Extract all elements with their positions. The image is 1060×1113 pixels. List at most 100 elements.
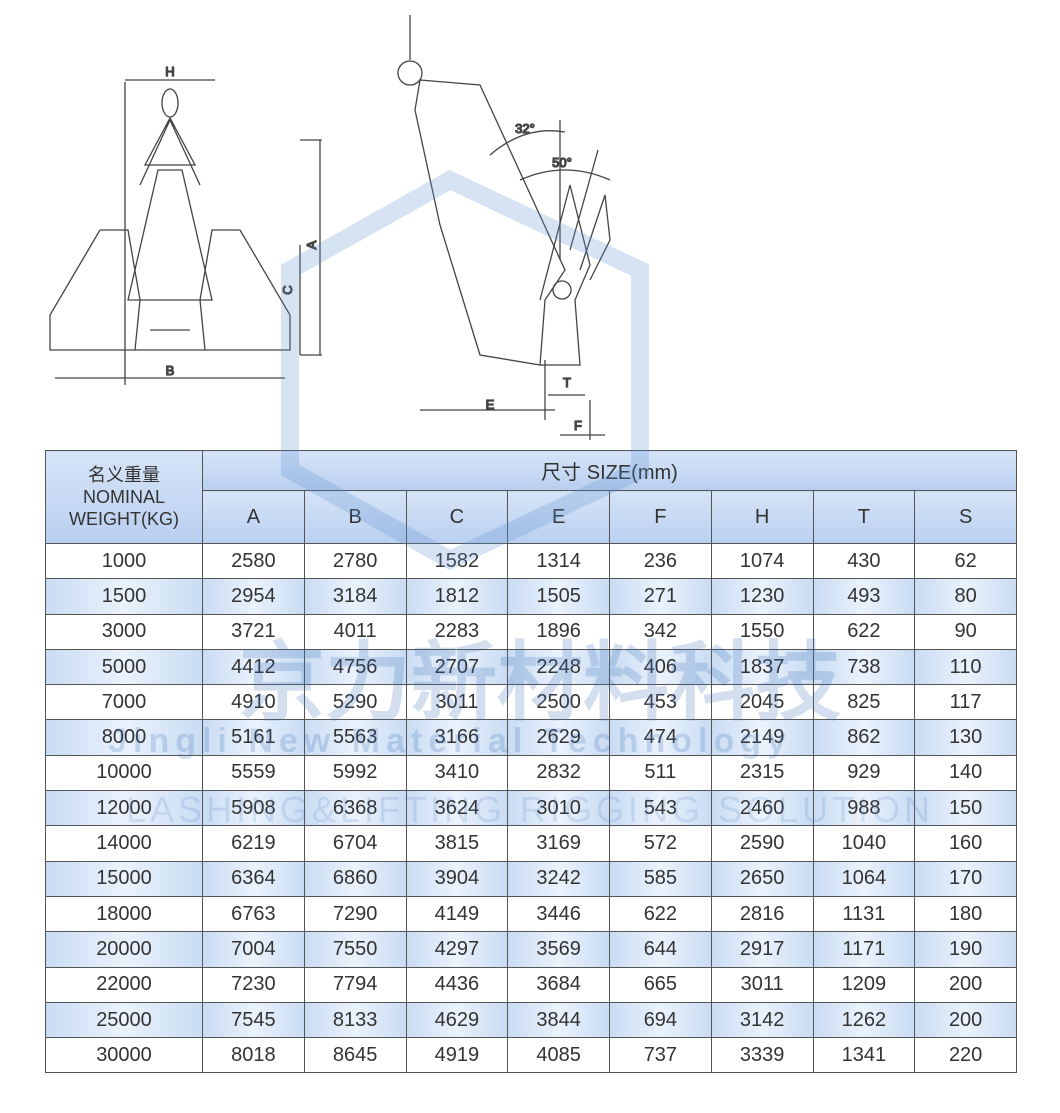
size-cell: 694 bbox=[609, 1001, 712, 1039]
size-cell: 5563 bbox=[303, 719, 407, 756]
table-body: 1000 2580 2780 1582 1314 236 1074 430 62 1500 2954… bbox=[45, 542, 1017, 1074]
table-row: 12000 5908 6368 3624 3010 543 2460 988 150 bbox=[45, 790, 1017, 827]
size-cell: 3815 bbox=[405, 825, 509, 862]
size-cell: 2580 bbox=[202, 542, 305, 580]
size-cell: 1896 bbox=[507, 613, 610, 650]
angle-label: 50° bbox=[552, 155, 572, 170]
size-cell: 150 bbox=[914, 790, 1017, 827]
size-cell: 4149 bbox=[405, 895, 509, 933]
size-cell: 4756 bbox=[303, 648, 407, 686]
size-cell: 1582 bbox=[405, 542, 509, 580]
size-cell: 4910 bbox=[202, 684, 305, 721]
table-row: 15000 6364 6860 3904 3242 585 2650 1064 170 bbox=[45, 860, 1017, 897]
size-cell: 6364 bbox=[202, 860, 305, 897]
size-cell: 140 bbox=[914, 754, 1017, 792]
size-cell: 200 bbox=[914, 1001, 1017, 1039]
weight-header: 名义重量 NOMINAL WEIGHT(KG) bbox=[45, 450, 203, 544]
table-row: 10000 5559 5992 3410 2832 511 2315 929 140 bbox=[45, 754, 1017, 792]
column-header: F bbox=[609, 490, 712, 544]
size-cell: 738 bbox=[812, 648, 916, 686]
weight-cell: 20000 bbox=[45, 931, 203, 968]
size-cell: 5290 bbox=[303, 684, 407, 721]
size-cell: 4436 bbox=[405, 966, 509, 1003]
size-cell: 572 bbox=[609, 825, 712, 862]
table-row: 20000 7004 7550 4297 3569 644 2917 1171 190 bbox=[45, 931, 1017, 968]
size-cell: 3569 bbox=[507, 931, 610, 968]
size-cell: 3142 bbox=[710, 1001, 814, 1039]
angle-label: 32° bbox=[515, 121, 535, 136]
size-cell: 2045 bbox=[710, 684, 814, 721]
size-cell: 2283 bbox=[405, 613, 509, 650]
size-cell: 117 bbox=[914, 684, 1017, 721]
dim-label: A bbox=[304, 240, 319, 249]
size-cell: 511 bbox=[609, 754, 712, 792]
weight-cell: 22000 bbox=[45, 966, 203, 1003]
weight-cell: 1500 bbox=[45, 578, 203, 615]
size-cell: 180 bbox=[914, 895, 1017, 933]
column-header: C bbox=[405, 490, 509, 544]
weight-cell: 8000 bbox=[45, 719, 203, 756]
size-cell: 7794 bbox=[303, 966, 407, 1003]
column-header: E bbox=[507, 490, 610, 544]
size-cell: 2149 bbox=[710, 719, 814, 756]
table-row: 8000 5161 5563 3166 2629 474 2149 862 130 bbox=[45, 719, 1017, 756]
size-cell: 130 bbox=[914, 719, 1017, 756]
size-cell: 644 bbox=[609, 931, 712, 968]
size-cell: 2816 bbox=[710, 895, 814, 933]
size-cell: 62 bbox=[914, 542, 1017, 580]
column-header: T bbox=[812, 490, 916, 544]
size-cell: 342 bbox=[609, 613, 712, 650]
header-row: 名义重量 NOMINAL WEIGHT(KG) 尺寸 SIZE(mm) bbox=[45, 450, 1017, 544]
weight-cell: 30000 bbox=[45, 1037, 203, 1074]
size-cell: 3166 bbox=[405, 719, 509, 756]
dim-label: E bbox=[486, 397, 495, 412]
size-cell: 493 bbox=[812, 578, 916, 615]
size-cell: 190 bbox=[914, 931, 1017, 968]
size-cell: 1230 bbox=[710, 578, 814, 615]
size-cell: 7230 bbox=[202, 966, 305, 1003]
table-row: 18000 6763 7290 4149 3446 622 2816 1131 180 bbox=[45, 895, 1017, 933]
size-cell: 3011 bbox=[405, 684, 509, 721]
size-cell: 2590 bbox=[710, 825, 814, 862]
size-cell: 543 bbox=[609, 790, 712, 827]
table-row: 3000 3721 4011 2283 1896 342 1550 622 90 bbox=[45, 613, 1017, 650]
size-cell: 3242 bbox=[507, 860, 610, 897]
size-cell: 2650 bbox=[710, 860, 814, 897]
dim-label: F bbox=[574, 418, 582, 433]
size-cell: 3010 bbox=[507, 790, 610, 827]
weight-cell: 7000 bbox=[45, 684, 203, 721]
size-cell: 1505 bbox=[507, 578, 610, 615]
size-cell: 2629 bbox=[507, 719, 610, 756]
size-cell: 3169 bbox=[507, 825, 610, 862]
size-cell: 1812 bbox=[405, 578, 509, 615]
size-cell: 585 bbox=[609, 860, 712, 897]
table-row: 7000 4910 5290 3011 2500 453 2045 825 117 bbox=[45, 684, 1017, 721]
size-cell: 2315 bbox=[710, 754, 814, 792]
size-cell: 988 bbox=[812, 790, 916, 827]
weight-cell: 1000 bbox=[45, 542, 203, 580]
column-header: B bbox=[303, 490, 407, 544]
header-line: NOMINAL bbox=[82, 487, 165, 507]
side-view bbox=[397, 15, 611, 440]
size-cell: 825 bbox=[812, 684, 916, 721]
size-cell: 7004 bbox=[202, 931, 305, 968]
size-cell: 453 bbox=[609, 684, 712, 721]
table-row: 25000 7545 8133 4629 3844 694 3142 1262 200 bbox=[45, 1001, 1017, 1039]
weight-cell: 3000 bbox=[45, 613, 203, 650]
size-cell: 2460 bbox=[710, 790, 814, 827]
size-cell: 1131 bbox=[812, 895, 916, 933]
dim-label: T bbox=[563, 375, 571, 390]
size-cell: 200 bbox=[914, 966, 1017, 1003]
column-header: A bbox=[202, 490, 305, 544]
size-cell: 5559 bbox=[202, 754, 305, 792]
size-cell: 6763 bbox=[202, 895, 305, 933]
size-cell: 2248 bbox=[507, 648, 610, 686]
size-cell: 5992 bbox=[303, 754, 407, 792]
column-header: S bbox=[914, 490, 1017, 544]
size-cell: 80 bbox=[914, 578, 1017, 615]
size-cell: 6860 bbox=[303, 860, 407, 897]
size-cell: 236 bbox=[609, 542, 712, 580]
table-row: 14000 6219 6704 3815 3169 572 2590 1040 160 bbox=[45, 825, 1017, 862]
header-line: WEIGHT(KG) bbox=[69, 509, 179, 529]
